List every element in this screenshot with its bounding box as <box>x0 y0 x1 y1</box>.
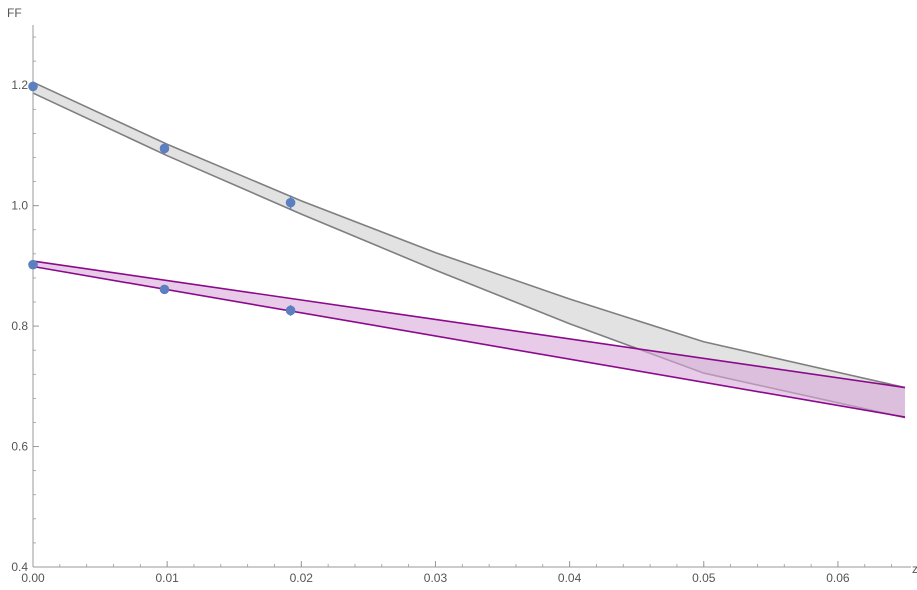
x-tick-label: 0.02 <box>290 571 314 585</box>
x-tick-label: 0.01 <box>155 571 179 585</box>
data-point <box>28 259 38 270</box>
band-2-fill <box>33 261 905 418</box>
data-point <box>28 81 38 92</box>
band-2-lower-line <box>32 265 906 418</box>
x-tick-label: 0.04 <box>558 571 582 585</box>
data-point <box>285 305 296 316</box>
x-tick-label: 0.05 <box>692 571 716 585</box>
points-layer <box>28 81 296 316</box>
x-axis-label: z <box>912 562 917 576</box>
data-point <box>285 197 296 208</box>
band-1-fill <box>33 82 905 418</box>
band-2-upper-line <box>32 260 906 389</box>
y-tick-label: 0.4 <box>11 560 28 574</box>
y-axis-label: FF <box>7 6 22 20</box>
bands-layer <box>32 81 906 419</box>
data-point <box>159 143 170 154</box>
y-tick-label: 0.6 <box>11 440 28 454</box>
y-tick-label: 1.2 <box>11 78 28 92</box>
band-1-upper-line <box>32 81 906 389</box>
axes-layer: 0.00 0.01 0.02 0.03 0.04 0.05 0.06 0.4 0.6 0.8 1.0… <box>11 25 911 585</box>
x-tick-label: 0.00 <box>21 571 45 585</box>
y-tick-label: 0.8 <box>11 319 28 333</box>
data-point <box>159 284 170 295</box>
x-tick-label: 0.06 <box>826 571 850 585</box>
y-tick-label: 1.0 <box>11 199 28 213</box>
x-tick-label: 0.03 <box>424 571 448 585</box>
